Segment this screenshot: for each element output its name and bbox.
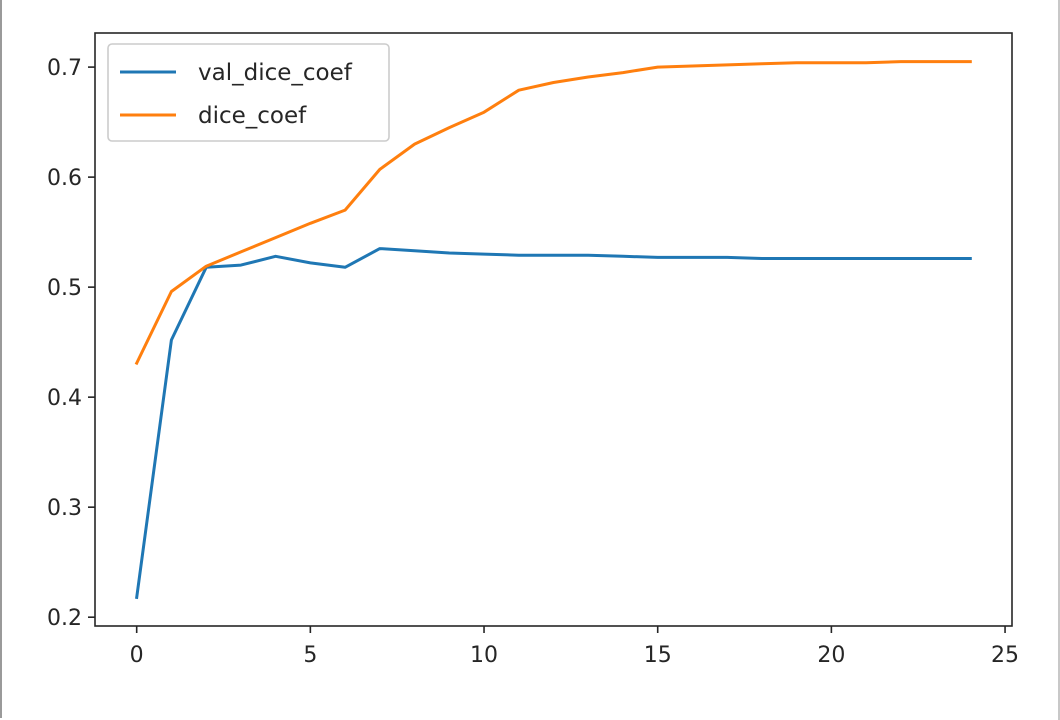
y-tick-label: 0.5 [47,276,82,301]
legend-label: dice_coef [198,103,307,129]
y-tick-label: 0.3 [47,496,82,521]
series-line-dice-coef [134,60,972,366]
figure-right-edge [1058,0,1060,720]
x-tick-label: 20 [817,643,845,668]
y-tick-label: 0.2 [47,606,82,631]
x-tick-label: 0 [130,643,144,668]
legend-label: val_dice_coef [198,60,353,86]
legend-box [107,43,390,142]
y-tick-label: 0.4 [47,386,82,411]
y-tick-label: 0.7 [47,56,82,81]
y-tick-label: 0.6 [47,166,82,191]
x-tick-label: 5 [303,643,317,668]
x-tick-label: 10 [470,643,498,668]
series-lines [134,60,972,600]
series-line-val-dice-coef [135,247,972,600]
legend: val_dice_coef dice_coef [107,43,390,142]
x-tick-label: 25 [991,643,1019,668]
x-tick-label: 15 [644,643,672,668]
